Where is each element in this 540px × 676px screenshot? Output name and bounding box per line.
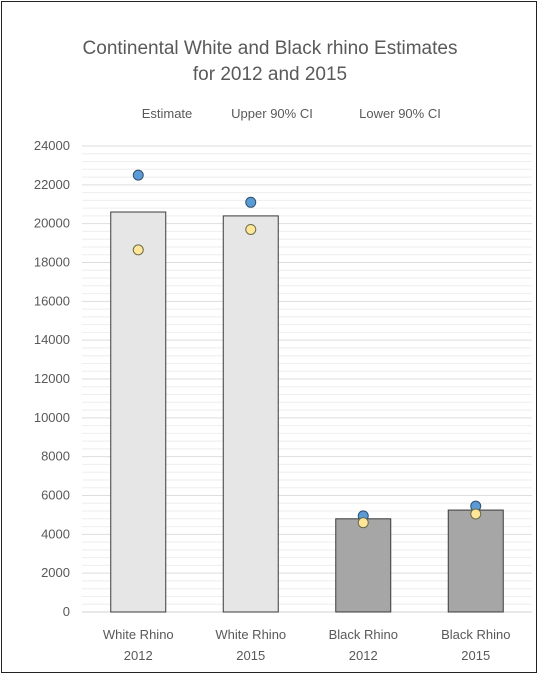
bars (110, 211, 504, 613)
y-tick-label: 4000 (41, 526, 70, 541)
x-category-label-line-2: 2015 (236, 648, 265, 663)
legend: Estimate Upper 90% CI Lower 90% CI (142, 106, 441, 121)
x-category-label-line-2: 2015 (461, 648, 490, 663)
y-tick-label: 14000 (34, 332, 70, 347)
y-tick-label: 10000 (34, 410, 70, 425)
x-axis-labels: White Rhino 2012 White Rhino 2015 Black Rhin… (103, 627, 511, 663)
legend-item-lower-ci: Lower 90% CI (359, 106, 441, 121)
y-tick-label: 8000 (41, 449, 70, 464)
y-axis-ticks: 0 2000 4000 6000 8000 10000 12000 14000 16000 180… (34, 138, 70, 619)
y-tick-label: 20000 (34, 216, 70, 231)
legend-item-upper-ci: Upper 90% CI (231, 106, 313, 121)
y-tick-label: 16000 (34, 293, 70, 308)
lower-ci-marker (357, 517, 369, 529)
x-category-label-line-1: White Rhino (215, 627, 286, 642)
chart-title-line-2: for 2012 and 2015 (193, 64, 347, 85)
x-category-label-line-1: Black Rhino (441, 627, 510, 642)
estimate-bar (447, 509, 504, 613)
legend-item-estimate: Estimate (142, 106, 193, 121)
upper-ci-marker (245, 196, 257, 208)
estimate-bar (222, 215, 279, 613)
x-category-label-line-2: 2012 (124, 648, 153, 663)
x-category-label-line-2: 2012 (349, 648, 378, 663)
estimate-bar (335, 518, 392, 613)
x-category-label-line-1: White Rhino (103, 627, 174, 642)
upper-ci-marker (132, 169, 144, 181)
y-tick-label: 2000 (41, 565, 70, 580)
lower-ci-marker (245, 223, 257, 235)
y-tick-label: 0 (63, 604, 70, 619)
chart-title: Continental White and Black rhino Estima… (83, 38, 458, 85)
lower-ci-marker (132, 244, 144, 256)
y-tick-label: 22000 (34, 177, 70, 192)
lower-ci-marker (470, 508, 482, 520)
chart-title-line-1: Continental White and Black rhino Estima… (83, 38, 458, 59)
y-tick-label: 18000 (34, 255, 70, 270)
y-tick-label: 12000 (34, 371, 70, 386)
y-tick-label: 24000 (34, 138, 70, 153)
estimate-bar (110, 211, 167, 613)
y-tick-label: 6000 (41, 488, 70, 503)
x-category-label-line-1: Black Rhino (329, 627, 398, 642)
ci-markers (132, 169, 482, 529)
